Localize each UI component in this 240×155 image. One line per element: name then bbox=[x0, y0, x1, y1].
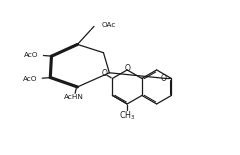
Text: O: O bbox=[124, 64, 130, 73]
Text: AcO: AcO bbox=[24, 52, 38, 58]
Text: OAc: OAc bbox=[101, 22, 116, 28]
Text: AcO: AcO bbox=[23, 76, 37, 82]
Text: O: O bbox=[161, 74, 167, 83]
Text: AcHN: AcHN bbox=[64, 94, 84, 100]
Text: O: O bbox=[101, 69, 107, 78]
Text: CH$_3$: CH$_3$ bbox=[119, 109, 135, 122]
